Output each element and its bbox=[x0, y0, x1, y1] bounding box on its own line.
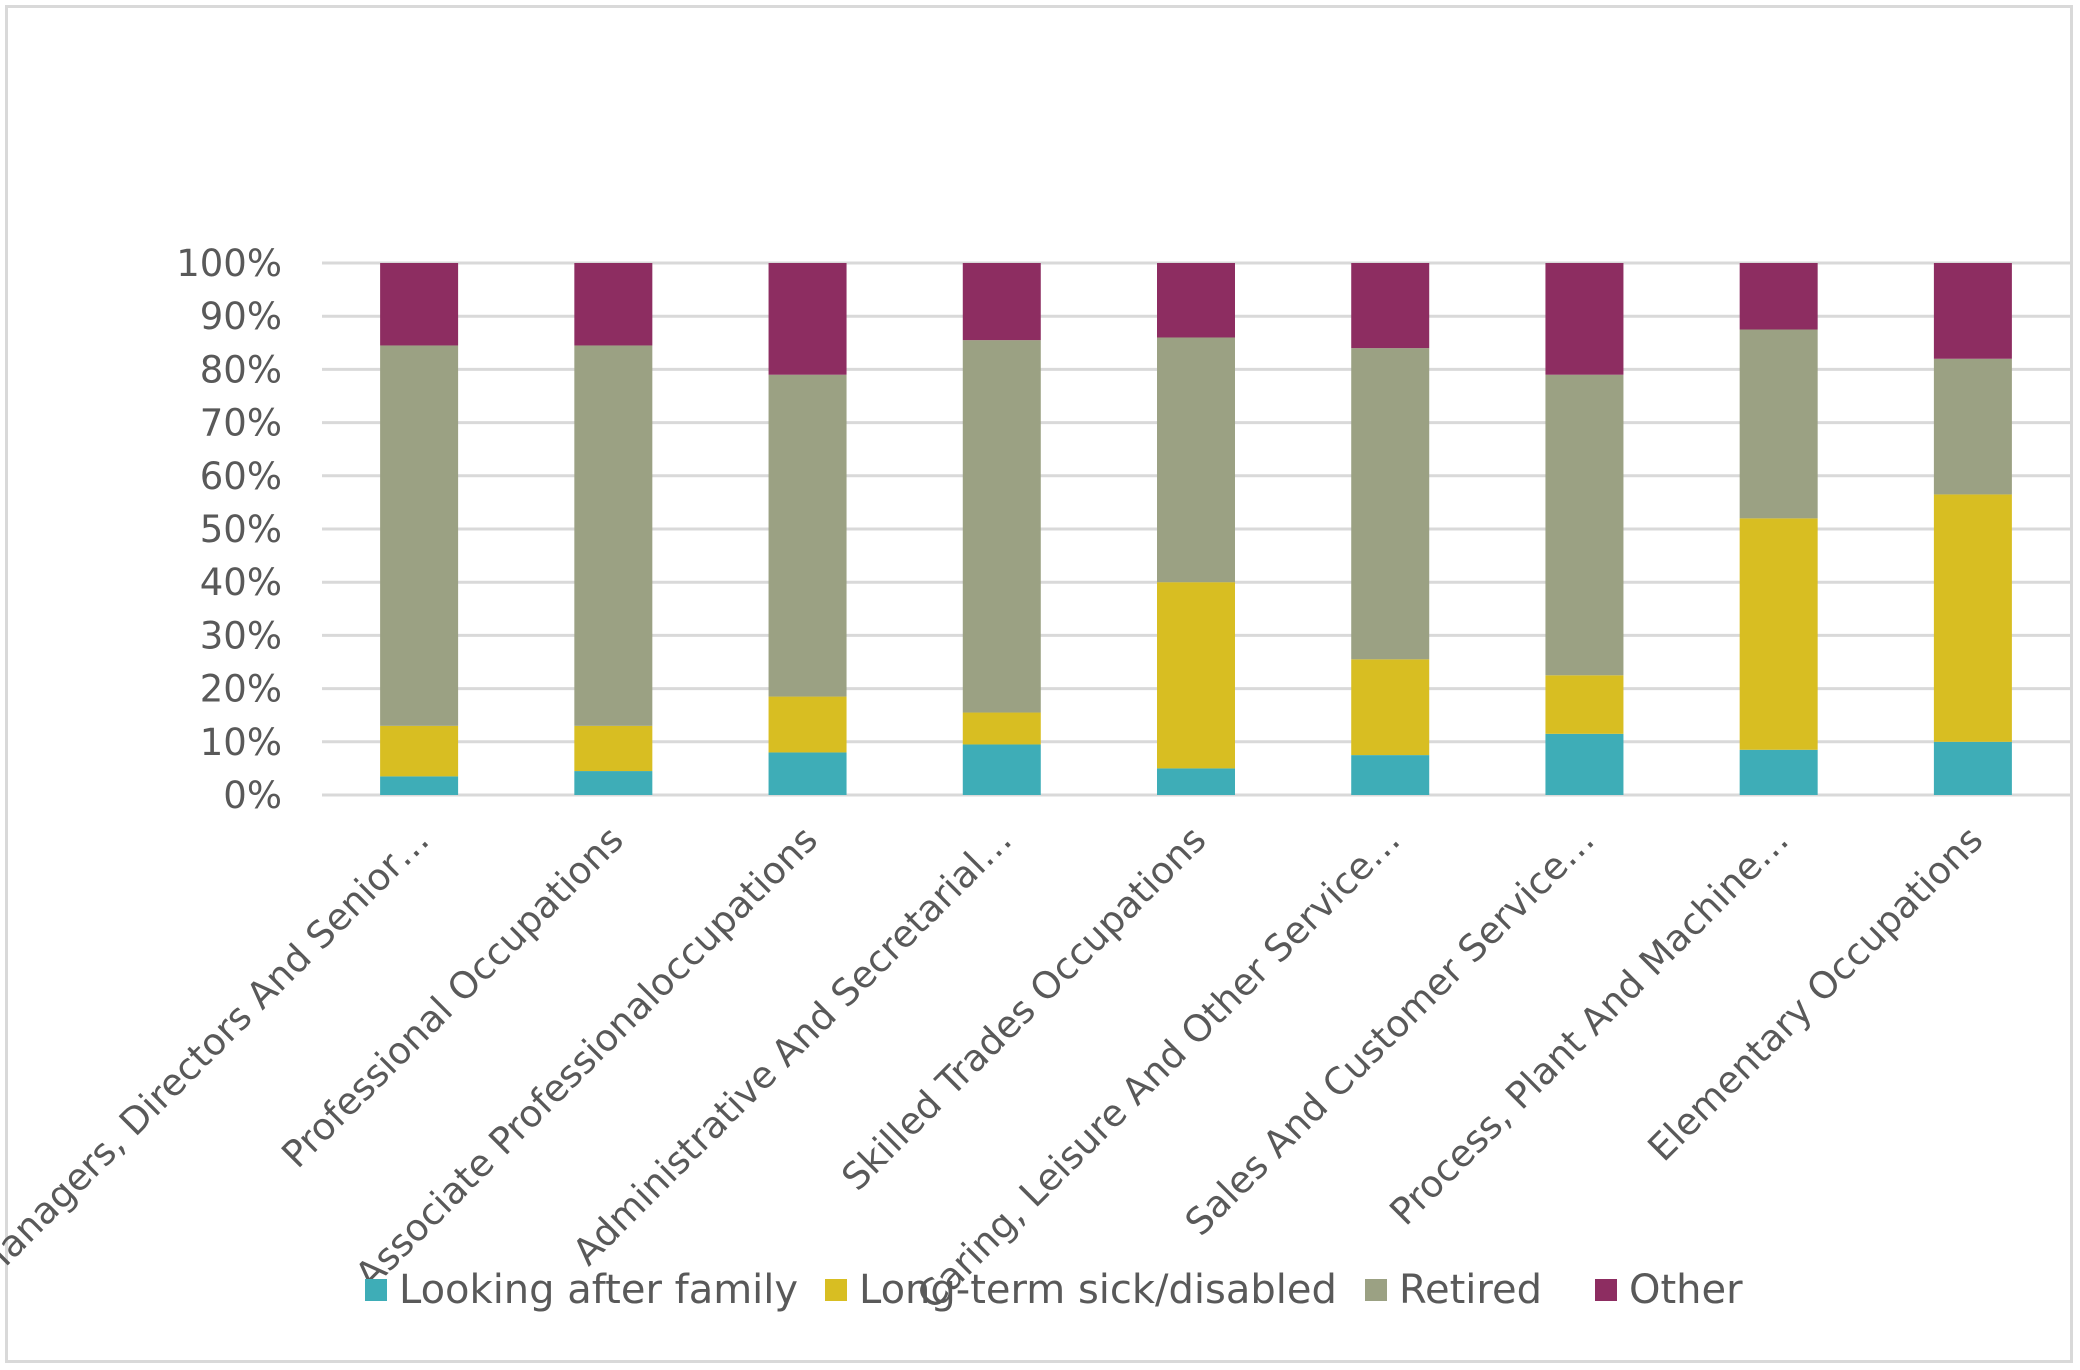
bar-segment-long-term-sick-disabled bbox=[1545, 675, 1624, 734]
legend-swatch bbox=[1595, 1279, 1617, 1301]
bar-segment-retired bbox=[1739, 329, 1818, 519]
y-tick-label: 30% bbox=[200, 614, 282, 657]
bar-segment-retired bbox=[1933, 358, 2012, 495]
x-category-label: Process, Plant And Machine… bbox=[1381, 818, 1797, 1234]
bar-segment-looking-after-family bbox=[380, 776, 459, 795]
bar-segment-other bbox=[768, 263, 847, 375]
bar-segment-other bbox=[380, 263, 459, 346]
bar-segment-other bbox=[1157, 263, 1235, 338]
x-category-label: Skilled Trades Occupations bbox=[833, 818, 1214, 1199]
legend-label: Retired bbox=[1399, 1267, 1542, 1313]
bar-segment-long-term-sick-disabled bbox=[1933, 494, 2012, 742]
y-tick-label: 40% bbox=[200, 561, 282, 604]
bar-segment-long-term-sick-disabled bbox=[1351, 659, 1430, 756]
y-tick-label: 90% bbox=[200, 295, 282, 338]
legend-swatch bbox=[1365, 1279, 1387, 1301]
bar-segment-looking-after-family bbox=[1351, 755, 1430, 795]
bar-segment-looking-after-family bbox=[1739, 749, 1818, 795]
x-category-label: Professional Occupations bbox=[273, 818, 631, 1176]
bar-segment-looking-after-family bbox=[574, 771, 653, 795]
legend-swatch bbox=[365, 1279, 387, 1301]
legend-swatch bbox=[825, 1279, 847, 1301]
bar-segment-other bbox=[574, 263, 653, 346]
x-axis: Managers, Directors And Senior…Professio… bbox=[0, 818, 1991, 1318]
bar-segment-retired bbox=[380, 345, 459, 726]
legend-label: Long-term sick/disabled bbox=[859, 1267, 1337, 1313]
y-tick-label: 70% bbox=[200, 402, 282, 445]
bar-segment-long-term-sick-disabled bbox=[1739, 518, 1818, 750]
legend-label: Other bbox=[1629, 1267, 1743, 1313]
bar-segment-retired bbox=[768, 374, 847, 697]
legend: Looking after family Long-term sick/disab… bbox=[365, 1267, 1743, 1313]
bar-segment-looking-after-family bbox=[1933, 741, 2012, 795]
bar-segment-looking-after-family bbox=[962, 744, 1041, 795]
x-category-label: Elementary Occupations bbox=[1640, 818, 1992, 1170]
bar-segment-retired bbox=[1157, 337, 1235, 583]
y-tick-label: 10% bbox=[200, 721, 282, 764]
y-tick-label: 50% bbox=[200, 508, 282, 551]
bar-segment-long-term-sick-disabled bbox=[1157, 582, 1235, 769]
bar-segment-other bbox=[1739, 263, 1818, 330]
y-tick-label: 0% bbox=[223, 774, 282, 817]
bars bbox=[380, 263, 2012, 795]
bar-segment-long-term-sick-disabled bbox=[768, 696, 847, 753]
bar-segment-other bbox=[1351, 263, 1430, 349]
bar-segment-retired bbox=[962, 340, 1041, 713]
bar-segment-retired bbox=[574, 345, 653, 726]
bar-segment-other bbox=[962, 263, 1041, 341]
legend-label: Looking after family bbox=[399, 1267, 798, 1313]
bar-segment-retired bbox=[1545, 374, 1624, 676]
bar-segment-looking-after-family bbox=[768, 752, 847, 795]
x-category-label: Administrative And Secretarial… bbox=[564, 818, 1020, 1274]
bar-segment-retired bbox=[1351, 348, 1430, 660]
y-tick-label: 100% bbox=[176, 242, 282, 285]
bar-segment-other bbox=[1933, 263, 2012, 359]
bar-segment-long-term-sick-disabled bbox=[574, 725, 653, 772]
bar-segment-long-term-sick-disabled bbox=[380, 725, 459, 777]
y-tick-label: 20% bbox=[200, 668, 282, 711]
bar-segment-looking-after-family bbox=[1545, 733, 1624, 795]
bar-segment-long-term-sick-disabled bbox=[962, 712, 1041, 745]
y-axis: 0% 10% 20% 30% 40% 50% 60% 70% 80% 90% 100% bbox=[176, 242, 282, 817]
bar-segment-looking-after-family bbox=[1157, 768, 1235, 795]
y-tick-label: 80% bbox=[200, 348, 282, 391]
y-tick-label: 60% bbox=[200, 455, 282, 498]
bar-segment-other bbox=[1545, 263, 1624, 375]
x-category-label: Sales And Customer Service… bbox=[1177, 818, 1603, 1244]
